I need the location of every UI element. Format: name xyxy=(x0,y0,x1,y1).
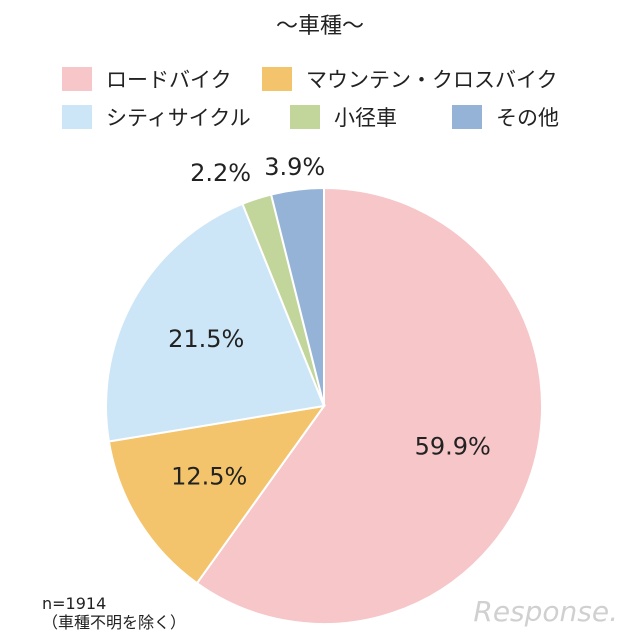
legend-item-road: ロードバイク xyxy=(62,64,232,94)
legend-swatch-road xyxy=(62,67,92,91)
legend-swatch-other xyxy=(452,105,482,129)
legend-swatch-city xyxy=(62,105,92,129)
data-label-other: 3.9% xyxy=(264,153,325,181)
legend-label-other: その他 xyxy=(496,106,559,130)
legend-label-mountain: マウンテン・クロスバイク xyxy=(306,68,558,92)
sample-note: n=1914 （車種不明を除く） xyxy=(42,594,186,632)
legend-item-mountain: マウンテン・クロスバイク xyxy=(262,64,558,94)
data-label-small: 2.2% xyxy=(190,159,251,187)
chart-title: ～車種～ xyxy=(275,14,364,39)
data-label-road: 59.9% xyxy=(415,432,491,460)
data-label-mountain: 12.5% xyxy=(171,462,247,490)
legend-label-city: シティサイクル xyxy=(106,106,251,130)
legend-item-other: その他 xyxy=(452,102,559,132)
legend-swatch-mountain xyxy=(262,67,292,91)
exclusion-note: （車種不明を除く） xyxy=(42,613,187,632)
pie-outline xyxy=(105,187,543,625)
legend-label-small: 小径車 xyxy=(334,106,397,130)
legend-item-city: シティサイクル xyxy=(62,102,251,132)
sample-size: n=1914 xyxy=(42,594,107,613)
legend-swatch-small xyxy=(290,105,320,129)
legend-item-small: 小径車 xyxy=(290,102,397,132)
response-watermark: Response. xyxy=(473,595,618,628)
legend: ロードバイク マウンテン・クロスバイク シティサイクル 小径車 その他 xyxy=(0,0,640,140)
data-label-city: 21.5% xyxy=(168,325,244,353)
legend-label-road: ロードバイク xyxy=(106,68,232,92)
